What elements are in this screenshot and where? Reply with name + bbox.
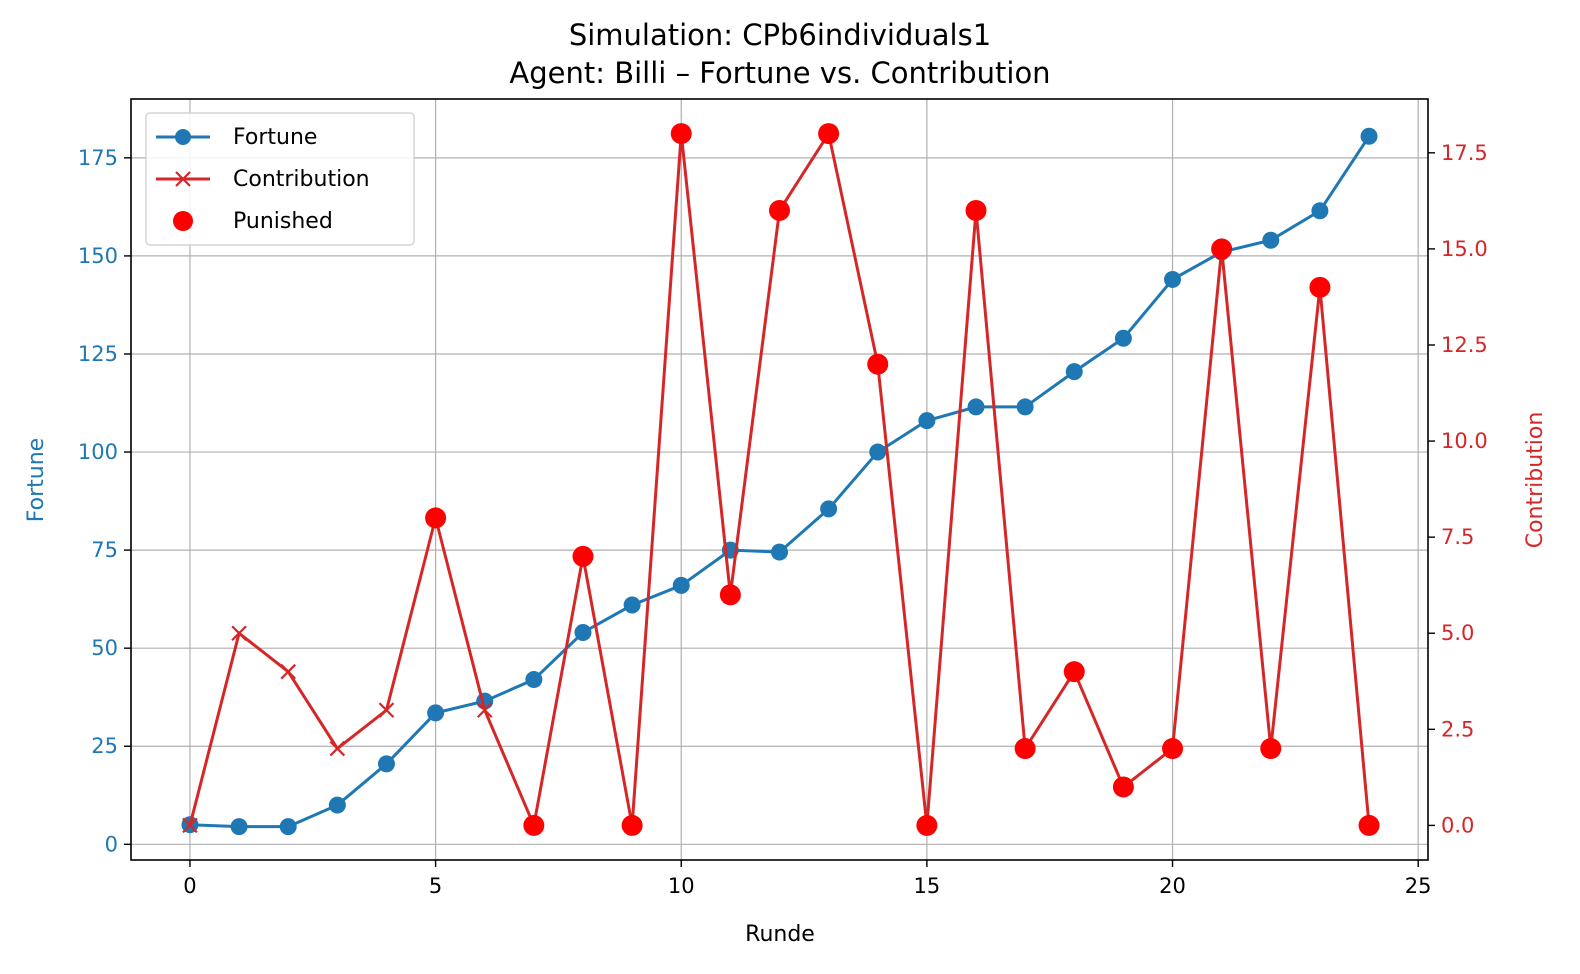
plot-frame — [130, 98, 1429, 861]
contribution-point — [182, 817, 198, 834]
right-y-tick-label: 15.0 — [1441, 237, 1488, 261]
punished-point — [1063, 661, 1085, 683]
right-y-tick-label: 7.5 — [1441, 525, 1474, 549]
punished-point — [965, 199, 987, 221]
left-y-tick-label: 125 — [78, 342, 118, 366]
left-y-tick-label: 150 — [78, 244, 118, 268]
legend-punished-label: Punished — [233, 209, 333, 234]
punished-point — [1260, 738, 1282, 760]
fortune-point — [279, 818, 297, 836]
punished-point — [1014, 738, 1036, 760]
right-y-tick-label: 12.5 — [1441, 333, 1488, 357]
right-y-tick-label: 5.0 — [1441, 621, 1474, 645]
punished-point — [1358, 814, 1380, 836]
left-y-tick-label: 50 — [91, 636, 118, 660]
left-y-tick-label: 175 — [78, 146, 118, 170]
x-tick-label: 20 — [1159, 874, 1186, 898]
fortune-point — [1114, 329, 1132, 347]
left-y-tick-label: 100 — [78, 440, 118, 464]
fortune-point — [328, 796, 346, 814]
legend-fortune-label: Fortune — [233, 125, 317, 150]
fortune-point — [525, 671, 543, 689]
right-y-tick-label: 0.0 — [1441, 813, 1474, 837]
chart-title: Simulation: CPb6individuals1 — [569, 18, 991, 52]
fortune-point — [771, 543, 788, 561]
punished-point — [916, 814, 938, 836]
fortune-point — [1360, 127, 1378, 145]
x-tick-label: 5 — [429, 874, 442, 898]
fortune-point — [820, 500, 838, 518]
fortune-point — [377, 755, 395, 773]
contribution-point — [231, 625, 247, 642]
fortune-point — [574, 623, 592, 641]
punished-point — [769, 199, 790, 221]
x-axis: 0 5 10 15 20 25 — [183, 860, 1432, 898]
x-tick-label: 25 — [1405, 874, 1432, 898]
x-tick-label: 10 — [668, 874, 695, 898]
legend-contribution-label: Contribution — [233, 167, 370, 192]
fortune-point — [1262, 231, 1280, 249]
punished-point — [1112, 776, 1134, 798]
right-y-tick-label: 2.5 — [1441, 717, 1474, 741]
chart-subtitle: Agent: Billi – Fortune vs. Contribution — [509, 56, 1050, 90]
fortune-point — [918, 412, 936, 430]
contribution-point — [280, 663, 296, 680]
contribution-point — [476, 702, 493, 718]
punished-point — [1211, 238, 1233, 260]
right-y-axis: 0.0 2.5 5.0 7.5 10.0 12.5 15.0 17.5 — [1428, 141, 1488, 837]
punished-point — [523, 814, 545, 836]
punished-point — [867, 353, 889, 375]
punished-point — [818, 123, 840, 145]
left-y-axis: 0 25 50 75 100 125 150 175 — [78, 146, 131, 856]
legend-punished-marker — [173, 211, 193, 231]
punished-point — [1162, 738, 1184, 760]
right-axis-label: Contribution — [1523, 412, 1548, 549]
fortune-point — [869, 443, 887, 461]
fortune-point — [623, 596, 641, 614]
contribution-point — [329, 740, 346, 757]
fortune-point — [230, 818, 248, 836]
left-y-tick-label: 75 — [91, 538, 118, 562]
left-y-tick-label: 0 — [105, 832, 118, 856]
punished-point — [621, 814, 643, 836]
x-tick-label: 15 — [914, 874, 941, 898]
left-axis-label: Fortune — [24, 438, 49, 522]
fortune-point — [672, 576, 690, 594]
x-axis-label: Runde — [745, 922, 815, 947]
punished-point — [1309, 276, 1331, 298]
punished-point — [670, 123, 692, 145]
fortune-point — [427, 704, 445, 722]
fortune-point — [1016, 398, 1034, 416]
fortune-point — [1311, 202, 1329, 220]
legend-fortune-marker — [175, 129, 191, 145]
punished-point — [719, 584, 741, 606]
series-layer — [181, 123, 1380, 836]
right-y-tick-label: 17.5 — [1441, 141, 1488, 165]
contribution-point — [378, 702, 395, 718]
legend: Fortune Contribution Punished — [145, 112, 415, 246]
fortune-point — [1065, 363, 1083, 381]
fortune-point — [1164, 270, 1182, 288]
x-tick-label: 0 — [183, 874, 196, 898]
left-y-tick-label: 25 — [91, 734, 118, 758]
legend-contribution-marker — [175, 171, 191, 187]
punished-point — [572, 545, 594, 567]
legend-box — [145, 112, 415, 246]
fortune-point — [967, 398, 985, 416]
right-y-tick-label: 10.0 — [1441, 429, 1488, 453]
punished-point — [425, 507, 447, 529]
